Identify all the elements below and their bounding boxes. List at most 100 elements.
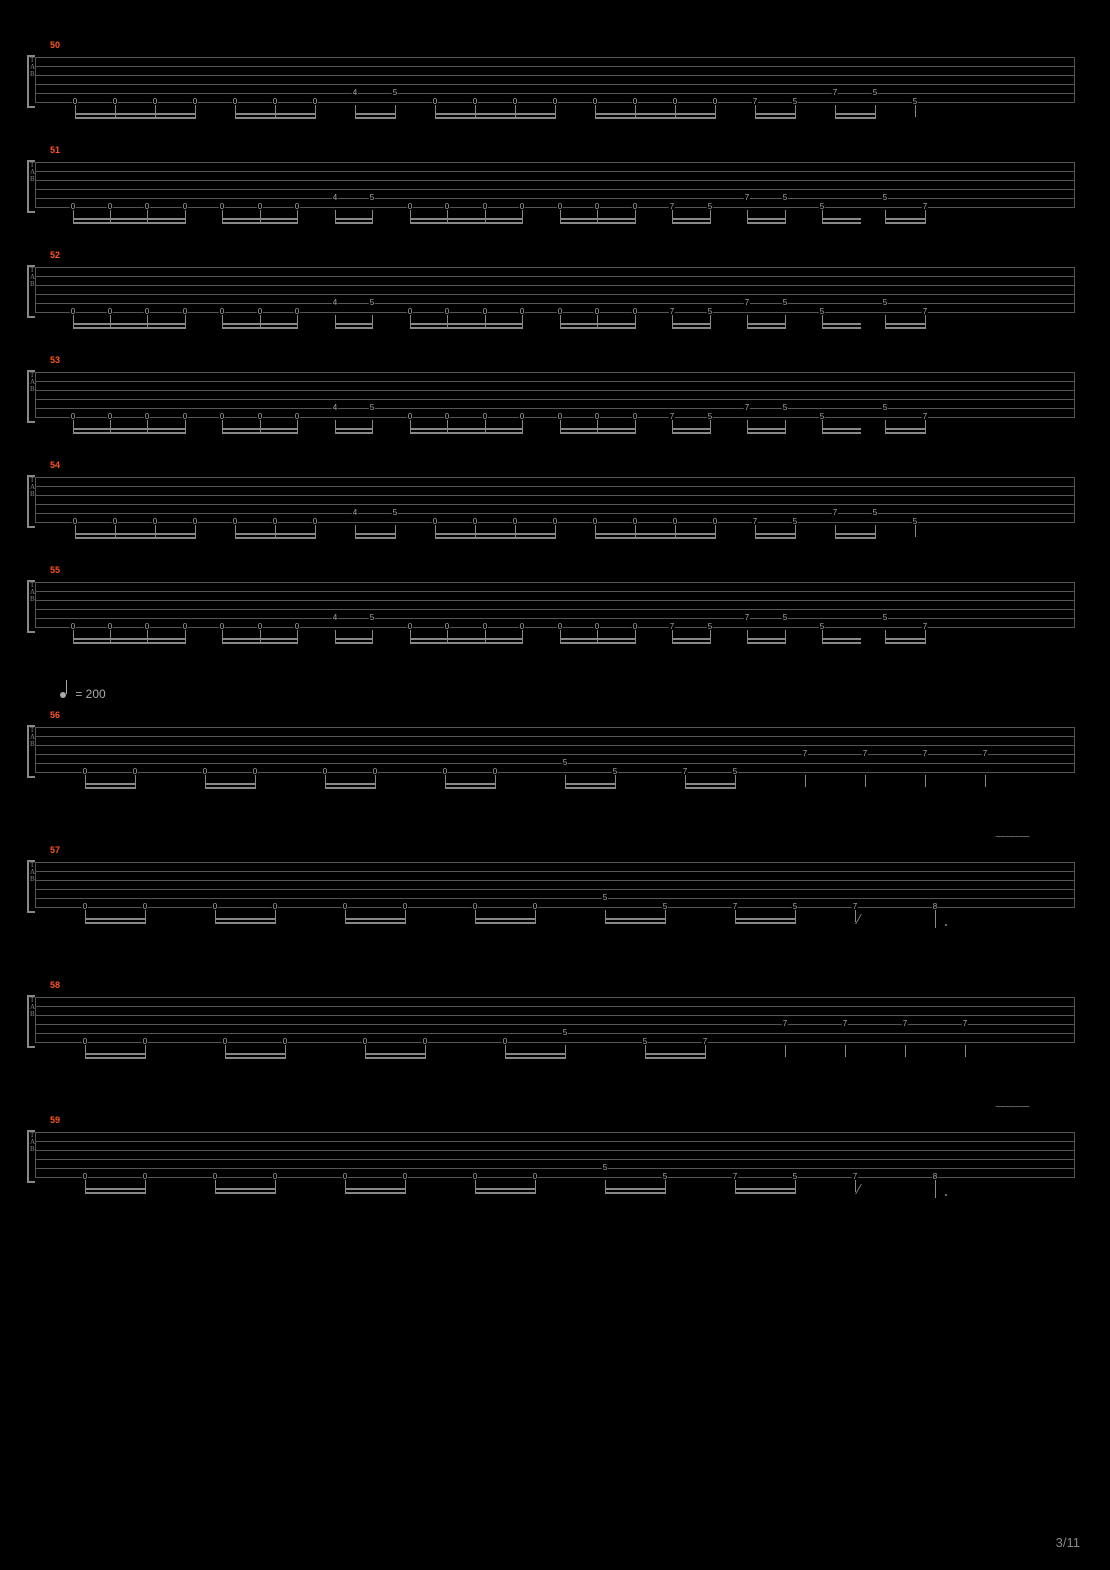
fret-number: 7 (902, 1020, 908, 1028)
note-stem (885, 210, 886, 222)
note-stem (835, 105, 836, 117)
beam (822, 638, 861, 640)
note-stem (345, 910, 346, 922)
note-stem (447, 420, 448, 432)
beam (445, 787, 496, 789)
beam (222, 638, 298, 640)
fret-number: 7 (962, 1020, 968, 1028)
note-stem (375, 775, 376, 787)
barline (1074, 582, 1075, 627)
note-stem (260, 315, 261, 327)
note-stem (822, 315, 823, 327)
barline (35, 997, 36, 1042)
beam (685, 787, 736, 789)
beam (475, 1192, 536, 1194)
note-stem (410, 420, 411, 432)
beam (835, 537, 876, 539)
barline (35, 1132, 36, 1177)
beam (747, 638, 786, 640)
note-stem (405, 1180, 406, 1192)
note-stem (735, 1180, 736, 1192)
note-stem (235, 525, 236, 537)
note-stem (225, 1045, 226, 1057)
staff-lines (35, 372, 1075, 417)
note-stem (335, 315, 336, 327)
beam (735, 1188, 796, 1190)
beam (885, 323, 926, 325)
beam (85, 787, 136, 789)
fret-number: 5 (782, 614, 788, 622)
note-stem (147, 420, 148, 432)
beam (565, 787, 616, 789)
dot (945, 1194, 947, 1196)
note-stem (925, 210, 926, 222)
note-stem (845, 1045, 846, 1057)
measure-number: 51 (50, 145, 60, 155)
note-stem (115, 525, 116, 537)
note-stem (355, 525, 356, 537)
note-stem (435, 105, 436, 117)
beam (885, 218, 926, 220)
note-stem (735, 775, 736, 787)
note-stem (75, 105, 76, 117)
note-stem (325, 775, 326, 787)
beam (222, 218, 298, 220)
beam (672, 222, 711, 224)
note-stem (315, 105, 316, 117)
note-stem (260, 210, 261, 222)
note-stem (645, 1045, 646, 1057)
beam (605, 1192, 666, 1194)
note-stem (522, 630, 523, 642)
note-stem (222, 630, 223, 642)
beam (345, 922, 406, 924)
note-stem (735, 910, 736, 922)
note-stem (185, 210, 186, 222)
beam (335, 642, 373, 644)
note-stem (73, 210, 74, 222)
note-stem (595, 105, 596, 117)
note-stem (485, 420, 486, 432)
beam (747, 218, 786, 220)
note-stem (560, 210, 561, 222)
beam (365, 1053, 426, 1055)
fret-number: 5 (392, 509, 398, 517)
barline (35, 477, 36, 522)
tempo-marking: = 200 (60, 687, 106, 701)
note-stem (672, 315, 673, 327)
note-stem (147, 210, 148, 222)
beam (345, 918, 406, 920)
beam (85, 1192, 146, 1194)
beam (355, 533, 396, 535)
beam (335, 222, 373, 224)
note-stem (85, 910, 86, 922)
note-stem (73, 420, 74, 432)
beam (73, 222, 186, 224)
barline (35, 727, 36, 772)
note-stem (297, 630, 298, 642)
note-stem (665, 910, 666, 922)
note-stem (355, 105, 356, 117)
note-stem (785, 315, 786, 327)
beam (645, 1057, 706, 1059)
note-stem (755, 525, 756, 537)
note-stem (475, 910, 476, 922)
measure-number: 50 (50, 40, 60, 50)
note-stem (595, 525, 596, 537)
note-stem (495, 775, 496, 787)
beam (235, 117, 316, 119)
beam (605, 1188, 666, 1190)
note-stem (560, 420, 561, 432)
beam (560, 323, 636, 325)
beam (672, 327, 711, 329)
note-stem (605, 910, 606, 922)
beam (672, 638, 711, 640)
beam (205, 783, 256, 785)
note-stem (185, 630, 186, 642)
note-stem (822, 630, 823, 642)
note-stem (195, 105, 196, 117)
note-stem (795, 105, 796, 117)
beam (605, 918, 666, 920)
note-stem (597, 420, 598, 432)
beam (410, 638, 523, 640)
note-stem (685, 775, 686, 787)
